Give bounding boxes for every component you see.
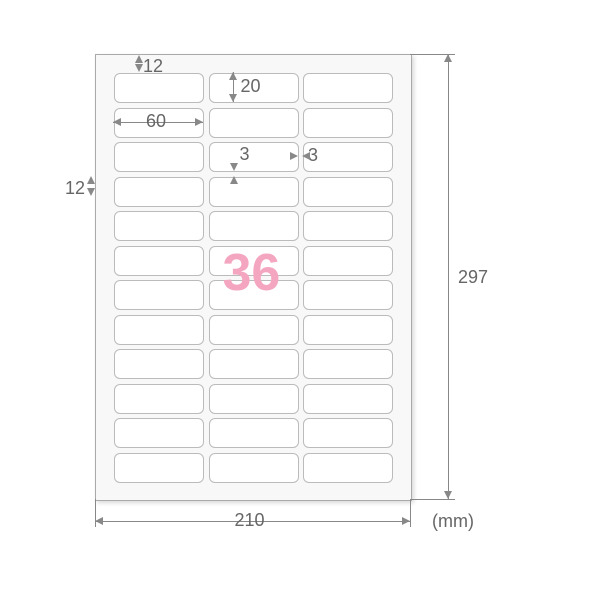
label-cell [303, 315, 393, 345]
label-cell [114, 384, 204, 414]
label-cell [114, 280, 204, 310]
dim-label: 297 [458, 267, 488, 288]
dim-top-margin: 12 [143, 56, 163, 77]
label-cell [303, 246, 393, 276]
label-cell [209, 211, 299, 241]
label-cell [114, 246, 204, 276]
label-count: 36 [223, 247, 281, 299]
label-cell [114, 211, 204, 241]
label-cell [209, 418, 299, 448]
diagram-container: 361220603312210297(mm) [0, 0, 598, 598]
label-cell [114, 142, 204, 172]
label-cell [209, 108, 299, 138]
label-cell [209, 315, 299, 345]
dim-row-pitch: 12 [65, 178, 85, 199]
dim-v-gap: 3 [240, 144, 250, 165]
label-cell [303, 108, 393, 138]
label-cell [303, 211, 393, 241]
label-cell [303, 418, 393, 448]
label-cell [303, 73, 393, 103]
label-cell [209, 453, 299, 483]
label-cell [114, 315, 204, 345]
label-cell [114, 349, 204, 379]
label-cell [209, 349, 299, 379]
label-cell [303, 384, 393, 414]
label-cell [114, 418, 204, 448]
label-cell [114, 177, 204, 207]
label-cell [303, 177, 393, 207]
dim-label: 20 [241, 76, 261, 97]
label-cell [209, 177, 299, 207]
label-cell [209, 384, 299, 414]
label-cell [303, 349, 393, 379]
dim-label: 210 [235, 510, 265, 531]
label-cell [303, 280, 393, 310]
dim-label: 60 [146, 111, 166, 132]
unit-label: (mm) [432, 511, 474, 532]
label-cell [209, 142, 299, 172]
label-cell [114, 453, 204, 483]
label-cell [114, 73, 204, 103]
label-cell [303, 453, 393, 483]
